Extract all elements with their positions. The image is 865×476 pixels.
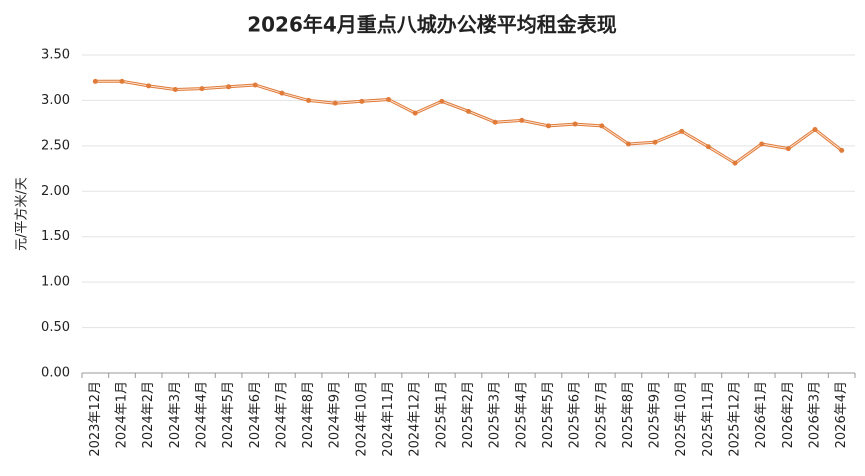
data-point xyxy=(732,160,738,166)
y-tick-label: 0.00 xyxy=(41,366,70,381)
x-tick-label: 2025年11月 xyxy=(701,381,716,457)
y-tick-label: 0.50 xyxy=(41,320,70,335)
data-point xyxy=(679,128,685,134)
data-point xyxy=(705,144,711,150)
data-point xyxy=(599,123,605,129)
x-tick-label: 2024年5月 xyxy=(221,381,236,448)
x-tick-label: 2024年4月 xyxy=(194,381,209,448)
x-tick-label: 2026年1月 xyxy=(754,381,769,448)
x-tick-label: 2025年7月 xyxy=(594,381,609,448)
x-tick-label: 2024年6月 xyxy=(248,381,263,448)
data-point xyxy=(652,139,658,145)
data-point xyxy=(386,97,392,103)
x-tick-label: 2024年9月 xyxy=(328,381,343,448)
x-tick-label: 2025年9月 xyxy=(648,381,663,448)
x-tick-label: 2024年2月 xyxy=(141,381,156,448)
data-point xyxy=(226,84,232,90)
data-point xyxy=(572,121,578,127)
x-tick-label: 2023年12月 xyxy=(88,381,103,457)
x-tick-label: 2026年2月 xyxy=(781,381,796,448)
x-tick-label: 2025年5月 xyxy=(541,381,556,448)
data-point xyxy=(492,119,498,125)
data-line-highlight xyxy=(95,80,843,164)
y-axis-label: 元/平方米/天 xyxy=(14,177,30,251)
data-point xyxy=(92,78,98,84)
x-tick-label: 2025年6月 xyxy=(568,381,583,448)
x-tick-label: 2025年8月 xyxy=(621,381,636,448)
y-tick-label: 1.50 xyxy=(41,229,70,244)
data-point xyxy=(252,82,258,88)
data-point xyxy=(412,110,418,116)
data-point xyxy=(785,146,791,152)
data-point xyxy=(439,98,445,104)
data-point xyxy=(306,97,312,103)
x-tick-label: 2025年10月 xyxy=(674,381,689,457)
y-tick-label: 3.00 xyxy=(41,93,70,108)
x-tick-label: 2026年3月 xyxy=(808,381,823,448)
x-tick-label: 2025年2月 xyxy=(461,381,476,448)
data-point xyxy=(119,78,125,84)
x-tick-label: 2024年3月 xyxy=(168,381,183,448)
data-point xyxy=(199,86,205,92)
data-point xyxy=(279,90,285,96)
x-tick-label: 2025年1月 xyxy=(434,381,449,448)
x-tick-label: 2026年4月 xyxy=(834,381,849,448)
x-tick-label: 2024年8月 xyxy=(301,381,316,448)
x-tick-label: 2024年10月 xyxy=(354,381,369,457)
data-point xyxy=(625,141,631,147)
data-point xyxy=(359,98,365,104)
data-point xyxy=(759,141,765,147)
data-point xyxy=(812,127,818,133)
data-point xyxy=(172,87,178,93)
x-tick-label: 2025年12月 xyxy=(728,381,743,457)
y-tick-label: 2.50 xyxy=(41,138,70,153)
x-tick-label: 2025年3月 xyxy=(488,381,503,448)
x-tick-label: 2024年12月 xyxy=(408,381,423,457)
y-tick-label: 3.50 xyxy=(41,48,70,63)
data-point xyxy=(466,108,471,114)
x-tick-label: 2024年1月 xyxy=(114,381,129,448)
y-tick-label: 2.00 xyxy=(41,184,70,199)
chart-title: 2026年4月重点八城办公楼平均租金表现 xyxy=(247,13,617,37)
x-tick-label: 2024年7月 xyxy=(274,381,289,448)
data-point xyxy=(332,100,338,106)
data-point xyxy=(146,83,152,89)
x-tick-label: 2024年11月 xyxy=(381,381,396,457)
data-point xyxy=(839,147,845,153)
x-tick-label: 2025年4月 xyxy=(514,381,529,448)
data-point xyxy=(545,123,551,129)
data-line xyxy=(95,79,843,165)
y-tick-label: 1.00 xyxy=(41,275,70,290)
data-point xyxy=(519,117,525,123)
